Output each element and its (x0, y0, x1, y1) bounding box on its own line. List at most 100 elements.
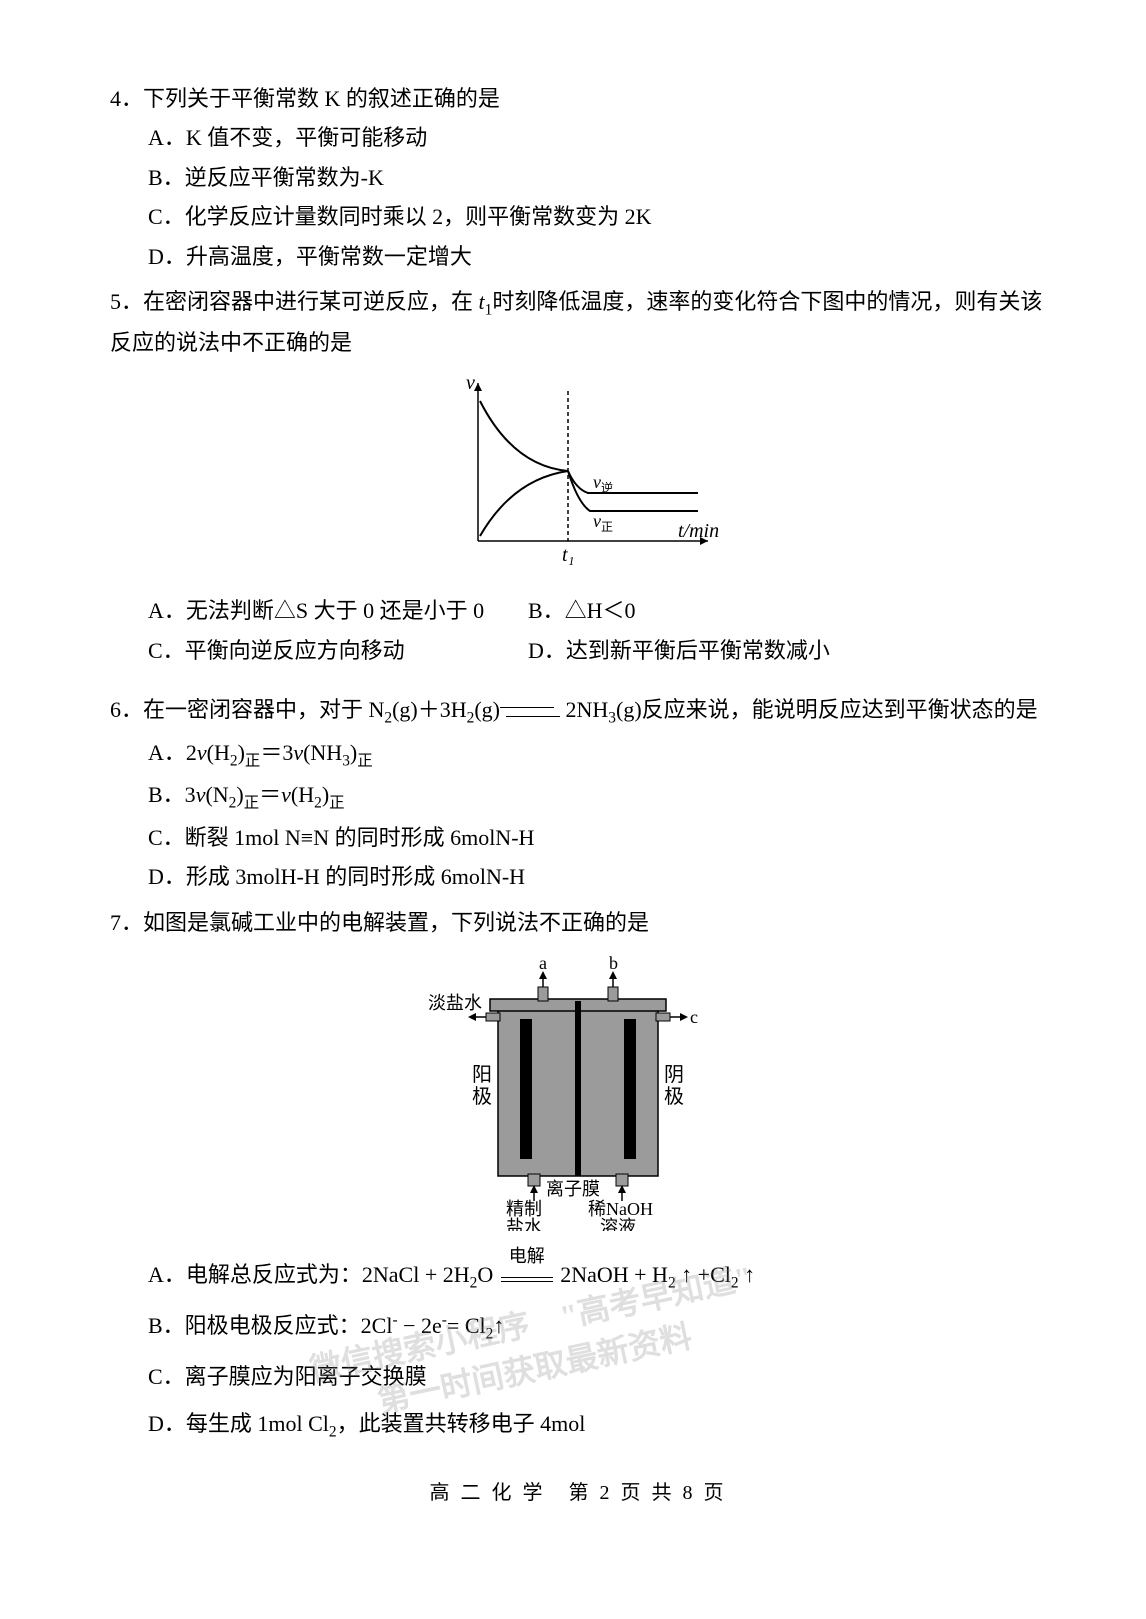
q5-chart-svg: v t/min t₁ v逆 v正 (418, 371, 738, 571)
q7b-2: − 2e (398, 1313, 442, 1338)
x-axis-label: t/min (678, 520, 719, 542)
y-axis-label: v (466, 372, 475, 394)
q6-stem-d: 2NH (560, 697, 608, 722)
q6b-s2: 2 (314, 795, 322, 812)
q6b-v1: v (196, 782, 206, 807)
q7-option-c: C．离子膜应为阳离子交换膜 (110, 1358, 1046, 1395)
q7-stem: 如图是氯碱工业中的电解装置，下列说法不正确的是 (143, 910, 649, 935)
q4-stem: 下列关于平衡常数 K 的叙述正确的是 (143, 86, 500, 111)
q7a-top: 电解 (499, 1241, 555, 1272)
label-b: b (609, 953, 618, 973)
q6-sub2-1: 2 (384, 709, 392, 726)
q6-stem-a: 在一密闭容器中，对于 N (143, 697, 384, 722)
q6-stem-e: (g)反应来说，能说明反应达到平衡状态的是 (616, 697, 1038, 722)
q6a-v1: v (197, 740, 207, 765)
q4-option-c: C．化学反应计量数同时乘以 2，则平衡常数变为 2K (110, 198, 1046, 235)
q5-option-d: D．达到新平衡后平衡常数减小 (528, 632, 1046, 669)
q6-option-a: A．2v(H2)正＝3v(NH3)正 (110, 734, 1046, 775)
curve-bottom-left (480, 471, 568, 536)
outlet-c (656, 1013, 670, 1021)
q7b-3: = Cl (447, 1313, 486, 1338)
label-cathode-2: 极 (664, 1085, 684, 1108)
outlet-b (608, 987, 618, 1001)
q6a-4: ＝3 (260, 740, 293, 765)
q6b-z1: 正 (244, 795, 259, 812)
q6-stem-b: (g)＋3H (392, 697, 467, 722)
q7-option-d: D．每生成 1mol Cl2，此装置共转移电子 4mol (110, 1405, 1046, 1446)
arrow-c-head (680, 1013, 688, 1021)
q6b-2: (N (205, 782, 228, 807)
label-naoh-2: 溶液 (600, 1217, 636, 1231)
q6-sub3-1: 3 (608, 709, 616, 726)
q6b-4: ＝ (259, 782, 281, 807)
inlet-left (528, 1174, 540, 1186)
q7-diagram-svg: a b c 淡盐水 (428, 951, 728, 1231)
cathode-electrode (624, 1019, 636, 1159)
q7-number: 7． (110, 910, 143, 935)
v-fwd-label: v正 (593, 511, 613, 534)
q6a-s2: 3 (342, 752, 350, 769)
label-c: c (690, 1007, 698, 1027)
q7a-2: O (477, 1262, 498, 1287)
q6b-v2: v (281, 782, 291, 807)
q6a-5: (NH (303, 740, 342, 765)
curve-top-left (480, 401, 568, 471)
membrane (575, 1001, 581, 1176)
q7a-1: A．电解总反应式为：2NaCl + 2H (148, 1262, 470, 1287)
q4-option-d: D．升高温度，平衡常数一定增大 (110, 238, 1046, 275)
q5-option-c: C．平衡向逆反应方向移动 (148, 632, 528, 669)
q7d-1: D．每生成 1mol Cl (148, 1411, 329, 1436)
label-a: a (539, 953, 547, 973)
anode-electrode (520, 1019, 532, 1159)
q6-stem-c: (g) (474, 697, 500, 722)
q6-number: 6． (110, 697, 143, 722)
question-7: 7．如图是氯碱工业中的电解装置，下列说法不正确的是 a b c 淡盐 (110, 904, 1046, 1446)
q7-option-a: A．电解总反应式为：2NaCl + 2H2O 电解 2NaOH + H2 ↑ +… (110, 1256, 1046, 1297)
reversible-arrow-icon (500, 705, 560, 719)
question-4: 4．下列关于平衡常数 K 的叙述正确的是 A．K 值不变，平衡可能移动 B．逆反… (110, 80, 1046, 275)
label-membrane: 离子膜 (546, 1179, 600, 1199)
q6a-z1: 正 (245, 752, 260, 769)
q6b-z2: 正 (329, 795, 344, 812)
arrow-dilute-head (468, 1013, 476, 1021)
curve-forward (568, 471, 698, 511)
q6a-s1: 2 (230, 752, 238, 769)
q7d-2: ，此装置共转移电子 4mol (337, 1411, 586, 1436)
q5-chart: v t/min t₁ v逆 v正 (110, 371, 1046, 582)
curve-reverse (568, 471, 698, 493)
electrolysis-arrow-icon: 电解 (499, 1259, 555, 1296)
label-naoh-1: 稀NaOH (588, 1199, 653, 1219)
q6b-5: (H (291, 782, 314, 807)
label-anode-1: 阳 (472, 1063, 492, 1086)
v-rev-label: v逆 (593, 472, 613, 495)
question-5: 5．在密闭容器中进行某可逆反应，在 t1时刻降低温度，速率的变化符合下图中的情况… (110, 283, 1046, 669)
q7b-4: ↑ (493, 1313, 504, 1338)
outlet-dilute (486, 1013, 500, 1021)
q6-option-c: C．断裂 1mol N≡N 的同时形成 6molN-H (110, 819, 1046, 856)
outlet-a (538, 987, 548, 1001)
q5-stem-a: 在密闭容器中进行某可逆反应，在 (143, 289, 479, 314)
t1-label: t₁ (562, 544, 575, 566)
q6a-3: ) (238, 740, 245, 765)
q6-option-d: D．形成 3molH-H 的同时形成 6molN-H (110, 858, 1046, 895)
q5-option-b: B．△H＜0 (528, 592, 1046, 629)
q7-option-b: B．阳极电极反应式：2Cl- − 2e-= Cl2↑ (110, 1307, 1046, 1348)
q4-option-b: B．逆反应平衡常数为-K (110, 159, 1046, 196)
q7d-s1: 2 (329, 1423, 337, 1440)
question-6: 微信搜索小程序 "高考早知道" 第一时间获取最新资料 6．在一密闭容器中，对于 … (110, 691, 1046, 896)
q5-number: 5． (110, 289, 143, 314)
label-brine-1: 精制 (506, 1199, 542, 1219)
label-brine-2: 盐水 (506, 1217, 542, 1231)
label-dilute: 淡盐水 (428, 993, 482, 1013)
q6b-1: B．3 (148, 782, 196, 807)
q7a-5: ↑ (739, 1262, 756, 1287)
q6a-2: (H (207, 740, 230, 765)
q7a-s2: 2 (668, 1275, 676, 1292)
y-axis-arrow (474, 383, 482, 391)
label-anode-2: 极 (472, 1085, 492, 1108)
q7a-3: 2NaOH + H (555, 1262, 668, 1287)
q6-option-b: B．3v(N2)正＝v(H2)正 (110, 776, 1046, 817)
q7-diagram: a b c 淡盐水 (110, 951, 1046, 1242)
q6a-v2: v (293, 740, 303, 765)
q7b-1: B．阳极电极反应式：2Cl (148, 1313, 392, 1338)
